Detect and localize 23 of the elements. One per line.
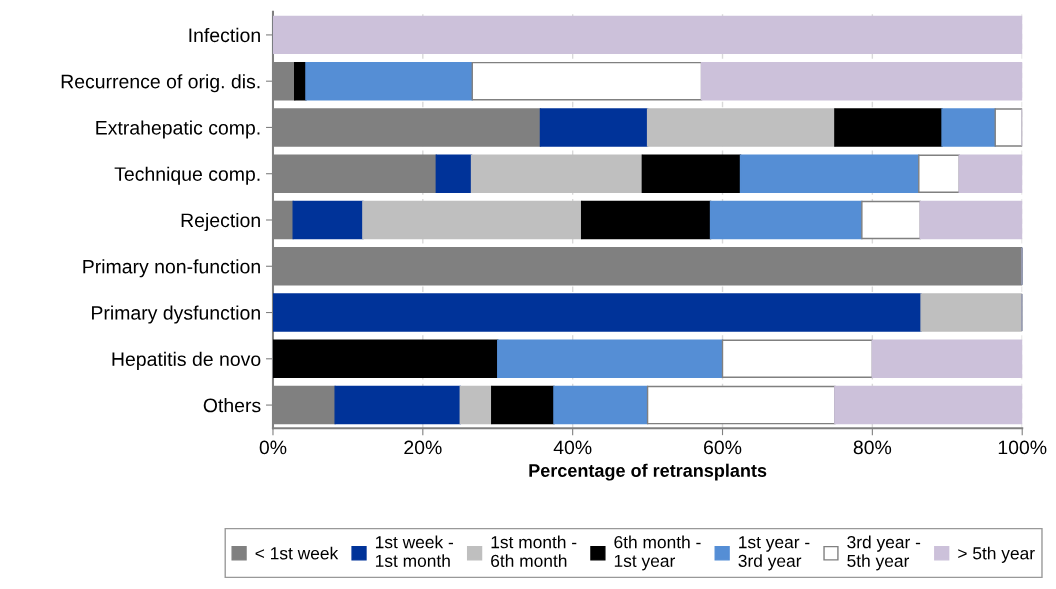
legend-label: 1st year - 3rd year bbox=[738, 536, 810, 571]
legend-label: 1st week - 1st month bbox=[375, 535, 454, 567]
y-tick-label: Primary dysfunction bbox=[92, 305, 260, 324]
y-tick-label: Others bbox=[203, 398, 261, 413]
x-tick-label: 100% bbox=[998, 440, 1047, 455]
x-axis-title: Percentage of retransplants bbox=[529, 463, 767, 481]
y-tick-label: Extrahepatic comp. bbox=[96, 120, 260, 139]
legend-label: 6th month - 1st year bbox=[614, 535, 701, 571]
x-tick-label: 0% bbox=[259, 440, 287, 455]
legend-label: < 1st week bbox=[255, 546, 339, 560]
y-tick-label: Rejection bbox=[181, 212, 260, 232]
y-tick-label: Technique comp. bbox=[114, 166, 260, 185]
y-tick-label: Recurrence of orig. dis. bbox=[61, 74, 260, 93]
legend-label: 1st month - 6th month bbox=[491, 535, 577, 567]
x-tick-label: 40% bbox=[553, 440, 592, 455]
legend-label: > 5th year bbox=[958, 546, 1035, 563]
y-tick-label: Infection bbox=[189, 27, 260, 43]
legend-label: 3rd year - 5th year bbox=[847, 535, 921, 571]
x-tick-label: 80% bbox=[853, 440, 892, 455]
x-tick-label: 60% bbox=[704, 440, 742, 455]
y-tick-label: Primary non-function bbox=[83, 259, 260, 278]
y-tick-label: Hepatitis de novo bbox=[112, 351, 261, 370]
x-tick-label: 20% bbox=[404, 440, 442, 455]
